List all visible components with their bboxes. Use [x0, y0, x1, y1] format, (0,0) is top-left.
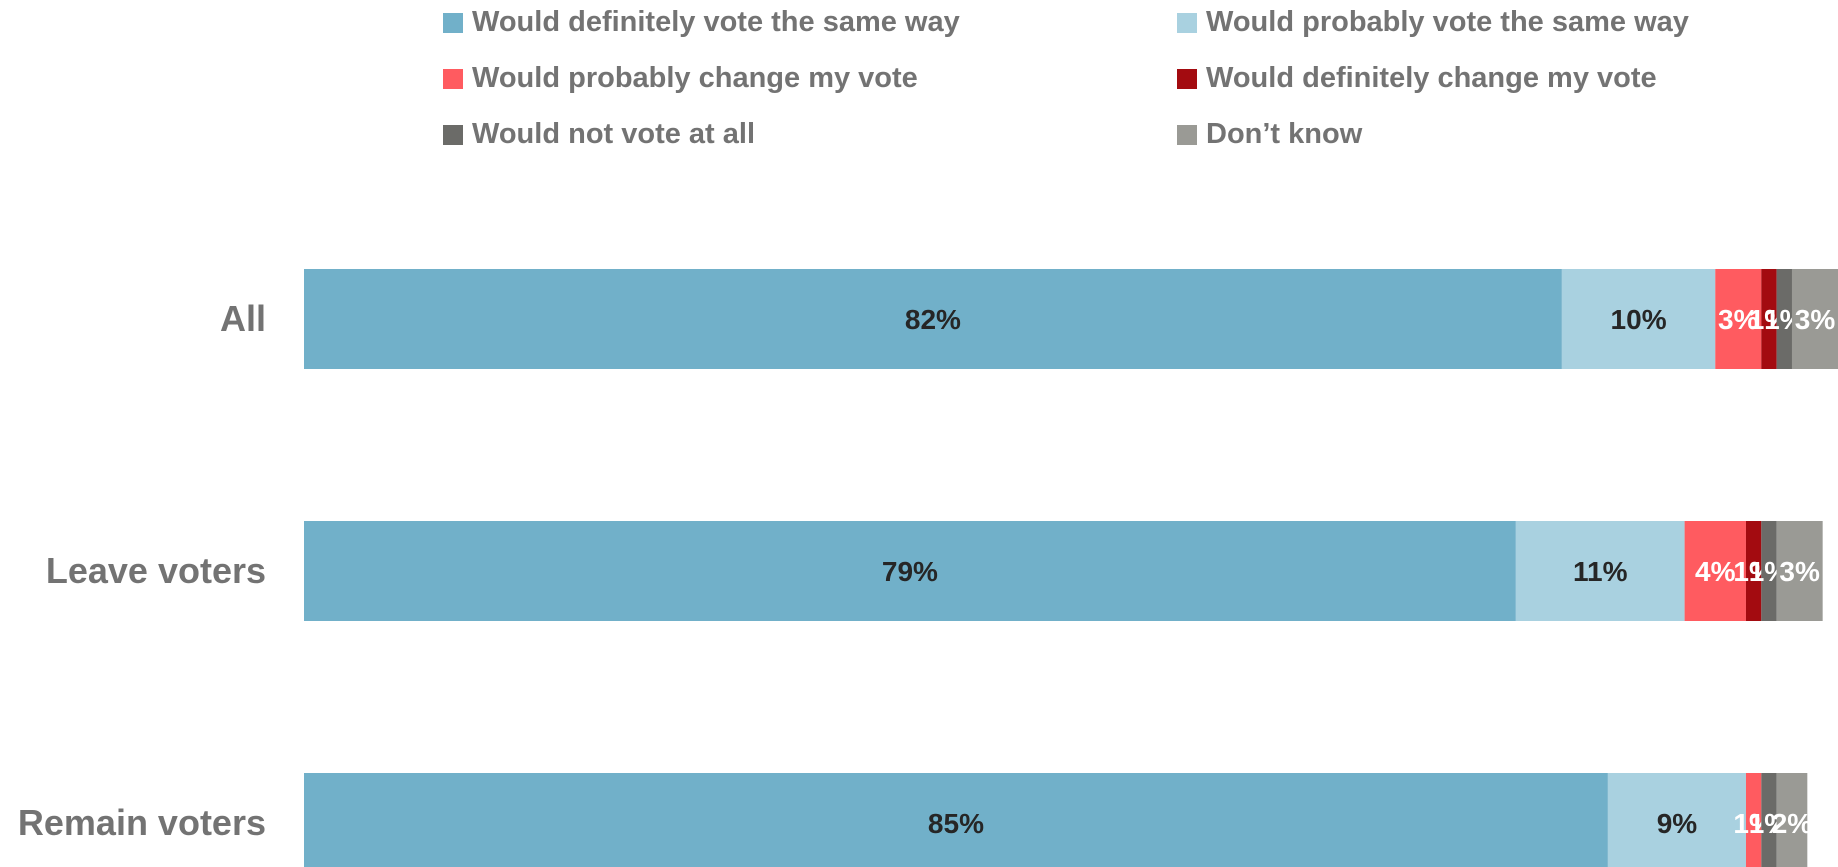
data-label: 3%: [1779, 556, 1820, 587]
legend-label: Would not vote at all: [472, 118, 756, 150]
legend-swatch: [1177, 124, 1197, 145]
legend-swatch: [443, 12, 463, 33]
legend-item: Would not vote at all: [443, 118, 755, 151]
data-label: 2%: [1772, 808, 1813, 839]
legend-item: Don’t know: [1177, 118, 1362, 151]
data-label: 9%: [1657, 808, 1698, 839]
legend: Would definitely vote the same way Would …: [0, 0, 1838, 160]
legend-item: Would definitely vote the same way: [443, 6, 960, 39]
legend-label: Don’t know: [1206, 118, 1363, 150]
data-label: 82%: [905, 304, 961, 335]
legend-swatch: [1177, 12, 1197, 33]
category-label: All: [220, 298, 266, 339]
bar-segment: [1776, 773, 1808, 867]
bar-segment: [304, 773, 1608, 867]
data-label: 11%: [1573, 556, 1628, 587]
bar-segment: [1607, 773, 1746, 867]
bar-segment: [1761, 773, 1777, 867]
data-label: 85%: [928, 808, 984, 839]
category-label: Leave voters: [46, 550, 266, 591]
bar-segment: [1761, 269, 1777, 369]
bar-segment: [304, 269, 1562, 369]
legend-item: Would definitely change my vote: [1177, 62, 1657, 95]
bar-segment: [1515, 521, 1685, 621]
data-label: 3%: [1718, 304, 1759, 335]
bar-segment: [304, 521, 1516, 621]
legend-label: Would definitely change my vote: [1206, 62, 1657, 94]
legend-swatch: [443, 124, 463, 145]
legend-swatch: [1177, 68, 1197, 89]
data-label: 3%: [1795, 304, 1836, 335]
bar-segment: [1561, 269, 1716, 369]
legend-swatch: [443, 68, 463, 89]
data-label: 10%: [1611, 304, 1667, 335]
bar-segment: [1791, 269, 1838, 369]
bar-segment: [1745, 521, 1762, 621]
data-label: 79%: [882, 556, 938, 587]
legend-label: Would probably change my vote: [472, 62, 918, 94]
bar-segment: [1776, 269, 1792, 369]
legend-label: Would definitely vote the same way: [472, 6, 960, 38]
bar-segment: [1776, 521, 1823, 621]
bar-segment: [1745, 773, 1762, 867]
bar-segment: [1761, 521, 1777, 621]
data-label: 4%: [1695, 556, 1736, 587]
bar-segment: [1684, 521, 1746, 621]
legend-item: Would probably vote the same way: [1177, 6, 1689, 39]
bar-segment: [1715, 269, 1762, 369]
legend-label: Would probably vote the same way: [1206, 6, 1689, 38]
category-label: Remain voters: [18, 802, 266, 843]
legend-item: Would probably change my vote: [443, 62, 918, 95]
